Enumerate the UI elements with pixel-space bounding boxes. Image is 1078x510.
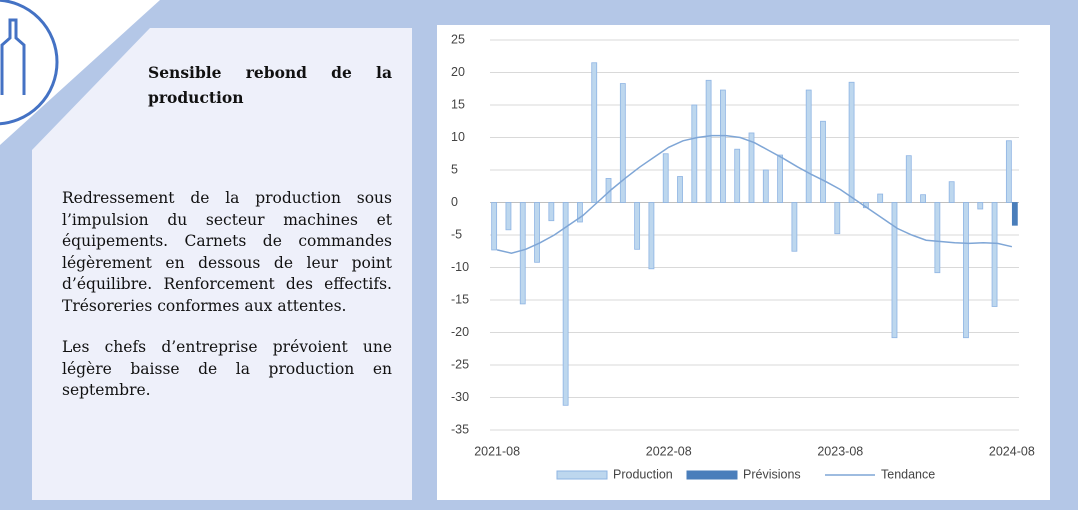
bar: [534, 202, 540, 263]
y-tick-label: 20: [451, 65, 465, 79]
bar: [920, 194, 926, 203]
bar: [948, 181, 955, 203]
paragraph: Les chefs d’entreprise prévoient une lég…: [62, 338, 392, 399]
bar: [562, 202, 569, 406]
bar: [762, 169, 769, 203]
x-tick-label: 2022-08: [646, 444, 692, 458]
bar: [877, 193, 884, 203]
y-tick-label: -10: [451, 260, 469, 274]
bar: [648, 202, 655, 270]
y-tick-label: -20: [451, 325, 469, 339]
bar: [662, 153, 669, 203]
trend-line: [496, 134, 1013, 254]
bar: [934, 202, 941, 274]
legend-swatch: [556, 470, 608, 480]
bar: [505, 202, 512, 231]
factory-icon: [0, 18, 26, 95]
bar: [619, 83, 626, 203]
legend-label: Prévisions: [743, 467, 801, 481]
bar: [634, 202, 641, 250]
chart: -35 -30 -25 -20 -15 -10 -5 0 5 10 15 20 25 2021-08 202…: [437, 25, 1050, 500]
chart-area: [437, 25, 1050, 500]
paragraph: Redressement de la production sous l’imp…: [62, 189, 392, 315]
bar: [491, 202, 498, 251]
y-tick-label: 5: [451, 162, 458, 176]
bar: [720, 89, 726, 203]
bar: [905, 155, 912, 203]
bar: [519, 202, 526, 305]
bar: [691, 104, 698, 203]
bar: [848, 81, 855, 203]
bar: [591, 62, 598, 203]
bar: [734, 148, 741, 203]
bar: [777, 154, 783, 203]
bar: [834, 202, 841, 235]
y-tick-label: 25: [451, 32, 465, 46]
legend-label: Tendance: [881, 467, 935, 481]
bar: [1005, 140, 1012, 203]
bar: [891, 202, 898, 339]
text-panel: [32, 28, 412, 500]
bar: [991, 202, 998, 307]
bar: [548, 202, 555, 222]
x-tick-label: 2024-08: [989, 444, 1035, 458]
x-tick-label: 2023-08: [817, 444, 863, 458]
legend-label: Production: [613, 467, 673, 481]
y-tick-label: -30: [451, 390, 469, 404]
bar: [963, 202, 969, 339]
y-tick-label: -15: [451, 292, 469, 306]
y-tick-label: -5: [451, 227, 462, 241]
bar: [677, 176, 683, 203]
y-tick-label: -35: [451, 422, 469, 436]
y-tick-label: 0: [451, 195, 458, 209]
y-tick-label: -25: [451, 357, 469, 371]
text-panel: Sensible rebond de la production Redress…: [62, 60, 392, 422]
factory-icon: [0, 0, 59, 126]
y-tick-label: 15: [451, 97, 465, 111]
legend-swatch: [686, 470, 738, 480]
bar: [577, 202, 583, 223]
bar: [977, 202, 984, 210]
y-tick-label: 10: [451, 130, 465, 144]
x-tick-label: 2021-08: [474, 444, 520, 458]
bar: [748, 132, 755, 203]
bar: [820, 120, 826, 203]
bar: [1011, 202, 1018, 226]
bar: [805, 89, 812, 203]
panel-title: Sensible rebond de la production: [148, 63, 392, 107]
bar: [705, 79, 712, 203]
bar: [791, 202, 798, 252]
